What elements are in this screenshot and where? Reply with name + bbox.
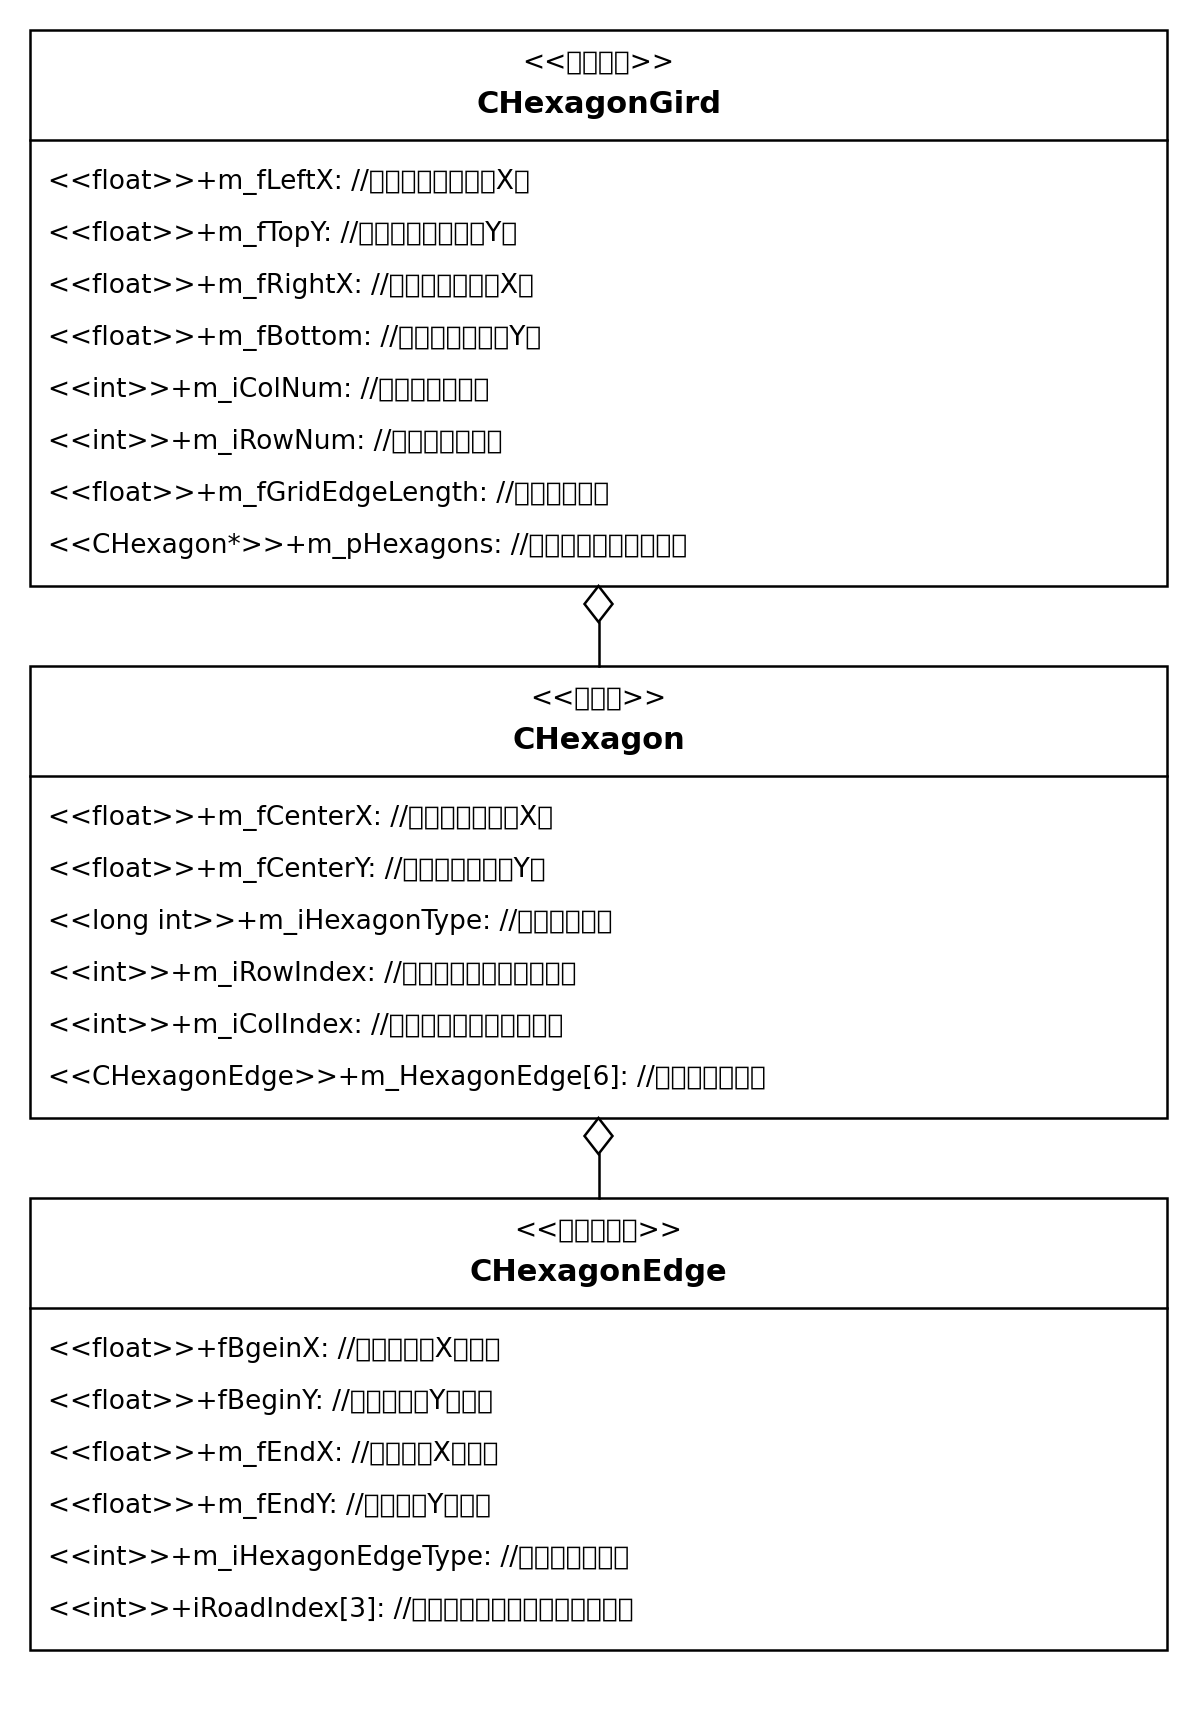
Text: <<float>>+fBeginY: //边起始点的Y坐标値: <<float>>+fBeginY: //边起始点的Y坐标値 xyxy=(48,1389,493,1415)
Text: <<float>>+m_fGridEdgeLength: //六角格的边长: <<float>>+m_fGridEdgeLength: //六角格的边长 xyxy=(48,481,609,507)
Bar xyxy=(30,667,1167,1118)
Text: <<CHexagon*>>+m_pHexagons: //六角网格所有的六角格: <<CHexagon*>>+m_pHexagons: //六角网格所有的六角格 xyxy=(48,532,687,558)
Bar xyxy=(30,29,1167,586)
Text: <<float>>+fBgeinX: //边起始点的X坐标値: <<float>>+fBgeinX: //边起始点的X坐标値 xyxy=(48,1337,500,1363)
Text: <<float>>+m_fBottom: //六角网格右下点Y値: <<float>>+m_fBottom: //六角网格右下点Y値 xyxy=(48,326,541,351)
Text: <<float>>+m_fRightX: //六角网格右下点X値: <<float>>+m_fRightX: //六角网格右下点X値 xyxy=(48,272,534,300)
Text: <<六角格的边>>: <<六角格的边>> xyxy=(515,1218,682,1244)
Text: <<float>>+m_fEndY: //边终点的Y坐标値: <<float>>+m_fEndY: //边终点的Y坐标値 xyxy=(48,1494,491,1520)
Text: <<六角网格>>: <<六角网格>> xyxy=(523,50,674,76)
Text: <<int>>+iRoadIndex[3]: //与公路属性关联的原始公路信息: <<int>>+iRoadIndex[3]: //与公路属性关联的原始公路信息 xyxy=(48,1597,633,1623)
Text: <<int>>+m_iRowIndex: //六角格在网格中行的索引: <<int>>+m_iRowIndex: //六角格在网格中行的索引 xyxy=(48,961,577,987)
Bar xyxy=(30,1197,1167,1651)
Text: <<CHexagonEdge>>+m_HexagonEdge[6]: //六角格的六条边: <<CHexagonEdge>>+m_HexagonEdge[6]: //六角格… xyxy=(48,1065,766,1091)
Text: <<int>>+m_iHexagonEdgeType: //六角格边的属性: <<int>>+m_iHexagonEdgeType: //六角格边的属性 xyxy=(48,1546,630,1571)
Text: <<long int>>+m_iHexagonType: //六角格的属性: <<long int>>+m_iHexagonType: //六角格的属性 xyxy=(48,910,613,936)
Text: <<float>>+m_fCenterX: //六角格中心点的X値: <<float>>+m_fCenterX: //六角格中心点的X値 xyxy=(48,805,553,830)
Text: <<int>>+m_iColNum: //六角网格的列数: <<int>>+m_iColNum: //六角网格的列数 xyxy=(48,377,490,403)
Text: <<int>>+m_iColIndex: //六角格在网格中列的索引: <<int>>+m_iColIndex: //六角格在网格中列的索引 xyxy=(48,1013,564,1039)
Text: <<六角格>>: <<六角格>> xyxy=(530,686,667,712)
Text: <<float>>+m_fEndX: //边终点的X坐标値: <<float>>+m_fEndX: //边终点的X坐标値 xyxy=(48,1440,498,1466)
Text: <<float>>+m_fTopY: //六角网格左上点的Y値: <<float>>+m_fTopY: //六角网格左上点的Y値 xyxy=(48,221,517,246)
Text: <<float>>+m_fCenterY: //六角格中心点的Y値: <<float>>+m_fCenterY: //六角格中心点的Y値 xyxy=(48,856,546,882)
Text: <<float>>+m_fLeftX: //六角网格左上点的X値: <<float>>+m_fLeftX: //六角网格左上点的X値 xyxy=(48,169,530,195)
Text: CHexagon: CHexagon xyxy=(512,727,685,755)
Text: <<int>>+m_iRowNum: //六角网格的行数: <<int>>+m_iRowNum: //六角网格的行数 xyxy=(48,429,503,455)
Text: CHexagonGird: CHexagonGird xyxy=(476,90,721,119)
Text: CHexagonEdge: CHexagonEdge xyxy=(469,1258,728,1287)
